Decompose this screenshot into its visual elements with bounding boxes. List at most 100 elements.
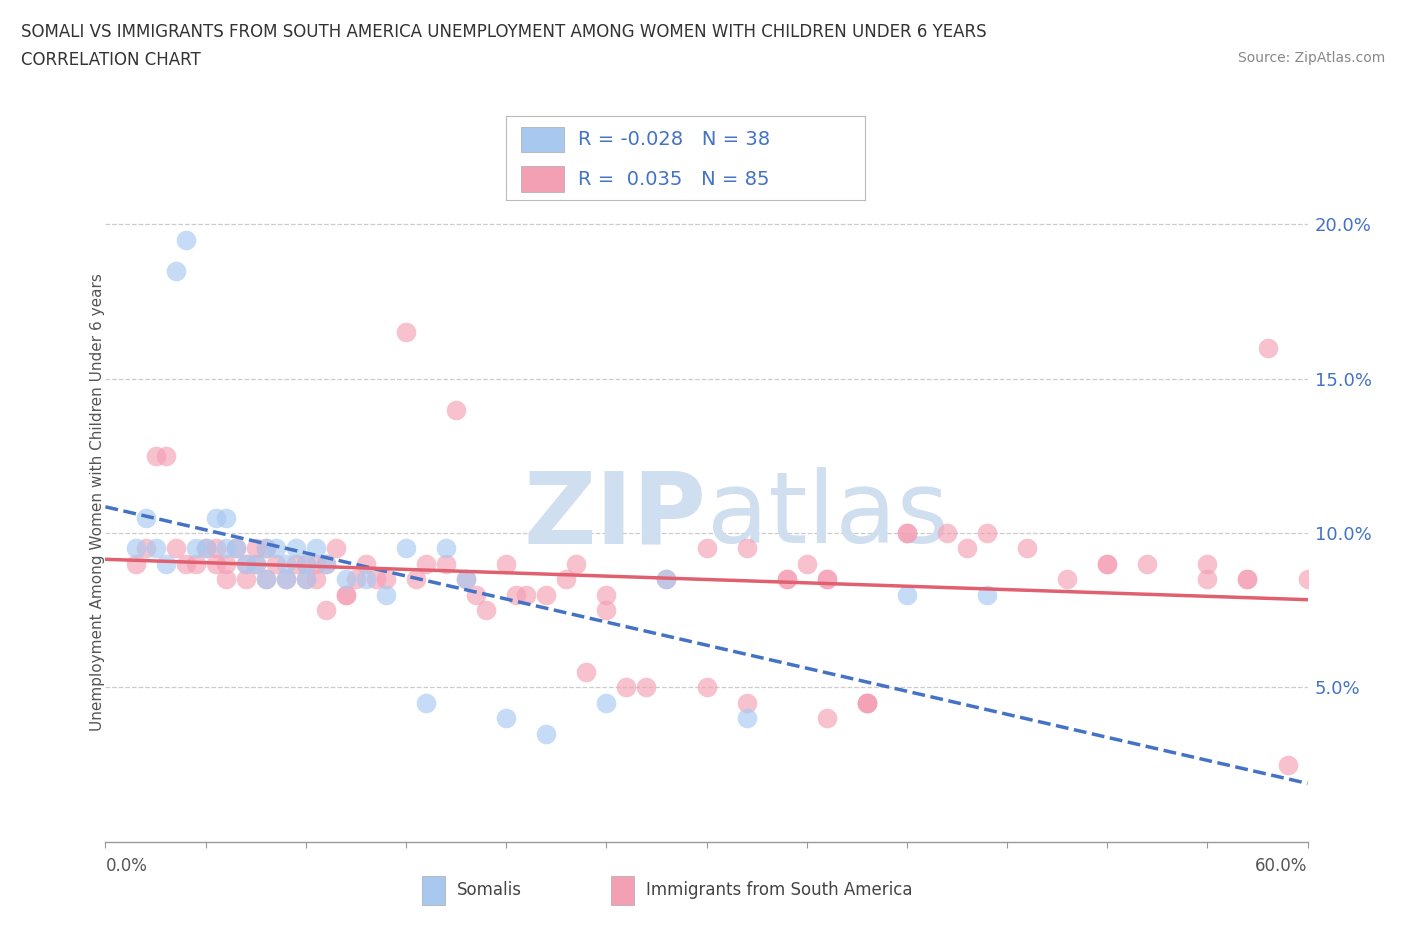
Point bbox=[335, 588, 357, 603]
Point bbox=[364, 572, 387, 587]
Point bbox=[315, 603, 337, 618]
Point bbox=[214, 572, 236, 587]
Point bbox=[475, 603, 498, 618]
Point bbox=[155, 448, 177, 463]
Point bbox=[815, 711, 838, 725]
Point bbox=[274, 556, 297, 571]
Point bbox=[315, 556, 337, 571]
Point bbox=[1197, 556, 1219, 571]
Text: R = -0.028   N = 38: R = -0.028 N = 38 bbox=[578, 130, 770, 149]
Point bbox=[444, 402, 467, 417]
Point bbox=[534, 726, 557, 741]
Point bbox=[214, 511, 236, 525]
Text: Somalis: Somalis bbox=[457, 882, 522, 899]
Point bbox=[225, 541, 247, 556]
Point bbox=[254, 541, 277, 556]
Point bbox=[194, 541, 217, 556]
Point bbox=[225, 541, 247, 556]
Point bbox=[495, 556, 517, 571]
Point bbox=[284, 556, 307, 571]
Text: 60.0%: 60.0% bbox=[1256, 857, 1308, 875]
Point bbox=[264, 541, 287, 556]
Point bbox=[124, 556, 146, 571]
Bar bbox=[422, 876, 446, 905]
Point bbox=[896, 525, 918, 540]
Point bbox=[395, 541, 418, 556]
Point bbox=[434, 541, 457, 556]
Text: SOMALI VS IMMIGRANTS FROM SOUTH AMERICA UNEMPLOYMENT AMONG WOMEN WITH CHILDREN U: SOMALI VS IMMIGRANTS FROM SOUTH AMERICA … bbox=[21, 23, 987, 41]
Point bbox=[1296, 572, 1319, 587]
Point bbox=[655, 572, 678, 587]
Point bbox=[235, 556, 257, 571]
Point bbox=[976, 525, 998, 540]
Point bbox=[204, 541, 226, 556]
Point bbox=[976, 588, 998, 603]
Point bbox=[245, 556, 267, 571]
Point bbox=[565, 556, 588, 571]
Point bbox=[295, 572, 318, 587]
Point bbox=[124, 541, 146, 556]
Point bbox=[1015, 541, 1038, 556]
Text: atlas: atlas bbox=[707, 467, 948, 565]
Point bbox=[415, 696, 437, 711]
Point bbox=[344, 572, 367, 587]
Point bbox=[636, 680, 658, 695]
Point bbox=[735, 541, 758, 556]
Point bbox=[515, 588, 537, 603]
Point bbox=[254, 572, 277, 587]
Point bbox=[295, 572, 318, 587]
Point bbox=[295, 556, 318, 571]
Text: R =  0.035   N = 85: R = 0.035 N = 85 bbox=[578, 169, 769, 189]
Point bbox=[325, 541, 347, 556]
Point bbox=[1236, 572, 1258, 587]
Point bbox=[735, 711, 758, 725]
Point bbox=[555, 572, 578, 587]
Text: ZIP: ZIP bbox=[523, 467, 707, 565]
Point bbox=[305, 556, 328, 571]
Point bbox=[956, 541, 979, 556]
Point bbox=[374, 572, 398, 587]
Point bbox=[896, 525, 918, 540]
Point bbox=[354, 572, 377, 587]
Point bbox=[335, 572, 357, 587]
Point bbox=[305, 572, 328, 587]
Point bbox=[374, 588, 398, 603]
Point bbox=[184, 556, 207, 571]
Point bbox=[354, 556, 377, 571]
Point bbox=[305, 541, 328, 556]
Point bbox=[434, 556, 457, 571]
Point bbox=[184, 541, 207, 556]
Point bbox=[245, 556, 267, 571]
Point bbox=[855, 696, 877, 711]
Point bbox=[155, 556, 177, 571]
Point bbox=[165, 263, 187, 278]
Point bbox=[896, 588, 918, 603]
Point bbox=[315, 556, 337, 571]
Point bbox=[696, 680, 718, 695]
Point bbox=[174, 232, 197, 247]
Point bbox=[505, 588, 527, 603]
Point bbox=[415, 556, 437, 571]
Bar bbox=[610, 876, 634, 905]
Point bbox=[395, 326, 418, 340]
Text: 0.0%: 0.0% bbox=[105, 857, 148, 875]
Point bbox=[855, 696, 877, 711]
Point bbox=[456, 572, 478, 587]
Point bbox=[595, 603, 617, 618]
Point bbox=[135, 541, 157, 556]
Point bbox=[1097, 556, 1119, 571]
Point bbox=[936, 525, 959, 540]
Point bbox=[696, 541, 718, 556]
Point bbox=[595, 588, 617, 603]
Point bbox=[214, 541, 236, 556]
Point bbox=[1197, 572, 1219, 587]
Y-axis label: Unemployment Among Women with Children Under 6 years: Unemployment Among Women with Children U… bbox=[90, 273, 104, 731]
Point bbox=[145, 448, 167, 463]
Point bbox=[335, 588, 357, 603]
Point bbox=[776, 572, 799, 587]
Point bbox=[1236, 572, 1258, 587]
Bar bbox=[520, 127, 564, 153]
Point bbox=[264, 556, 287, 571]
Point bbox=[456, 572, 478, 587]
Point bbox=[776, 572, 799, 587]
